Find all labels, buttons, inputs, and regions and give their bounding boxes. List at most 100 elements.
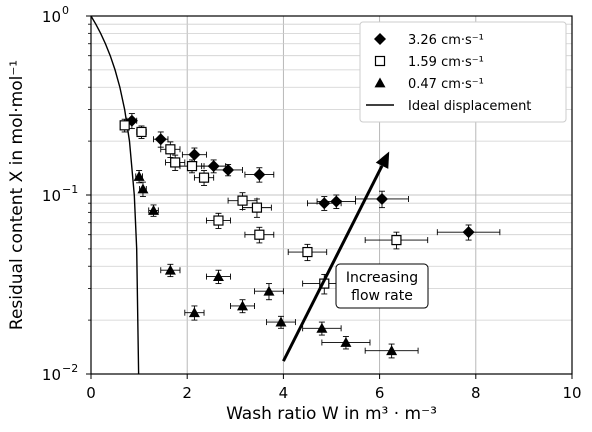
y-tick-label: 10 <box>42 366 61 384</box>
y-tick-exponent: −2 <box>62 362 78 375</box>
data-point <box>184 305 205 321</box>
data-point <box>436 224 501 241</box>
data-point <box>201 159 227 174</box>
annotation-box <box>335 263 429 309</box>
data-point <box>213 163 243 177</box>
marker <box>316 322 328 333</box>
marker <box>391 234 402 246</box>
legend: 3.26 cm·s⁻¹ 1.59 cm·s⁻¹ 0.47 cm·s⁻¹ Ideal d… <box>359 21 567 123</box>
y-axis-title: Residual content X in mol·mol⁻¹ <box>7 60 27 330</box>
data-point <box>321 336 371 350</box>
marker <box>137 183 149 194</box>
x-tick-label: 4 <box>279 384 289 402</box>
data-point <box>205 269 231 285</box>
annotation-text: flow rate <box>351 288 413 304</box>
legend-label: 0.47 cm·s⁻¹ <box>408 77 484 92</box>
marker <box>165 144 176 155</box>
marker <box>302 246 313 258</box>
x-tick-label: 2 <box>182 384 192 402</box>
marker <box>212 271 224 282</box>
legend-box <box>359 21 567 123</box>
data-point <box>364 231 429 250</box>
data-point <box>266 315 296 329</box>
data-point <box>136 125 147 139</box>
marker <box>136 126 147 138</box>
marker <box>237 195 248 206</box>
marker <box>251 202 263 213</box>
marker <box>207 160 220 173</box>
legend-label: Ideal displacement <box>408 99 531 114</box>
marker <box>386 345 398 356</box>
y-tick-label: 10 <box>42 8 61 26</box>
marker <box>462 226 475 239</box>
ideal-displacement-curve-group <box>90 15 140 375</box>
marker <box>186 161 198 172</box>
data-point <box>179 159 205 174</box>
x-axis-title: Wash ratio W in m³ · m⁻³ <box>226 404 437 424</box>
data-point <box>287 243 328 262</box>
data-point <box>119 118 130 133</box>
marker <box>170 157 181 168</box>
y-tick-exponent: −1 <box>62 183 78 196</box>
data-point <box>316 194 356 210</box>
marker <box>188 148 201 161</box>
marker <box>154 133 167 146</box>
y-tick-label: 10 <box>42 187 61 205</box>
data-point <box>242 198 272 218</box>
marker <box>263 285 275 296</box>
data-point <box>137 181 149 198</box>
data-point <box>230 299 255 314</box>
grid-lines <box>91 16 572 374</box>
legend-marker <box>374 55 386 67</box>
marker <box>213 215 224 226</box>
x-tick-label: 8 <box>471 384 481 402</box>
marker <box>330 195 343 208</box>
data-point <box>205 212 231 229</box>
legend-label: 3.26 cm·s⁻¹ <box>408 33 484 48</box>
marker <box>188 307 200 318</box>
data-point <box>244 167 275 183</box>
data-point <box>165 154 186 171</box>
annotations: Increasing flow rate <box>282 151 429 362</box>
x-tick-label: 0 <box>86 384 96 402</box>
marker <box>198 172 210 183</box>
marker <box>340 336 352 347</box>
annotation-text: Increasing <box>346 270 418 286</box>
data-point <box>254 283 284 301</box>
flow-rate-arrow <box>282 165 384 362</box>
marker <box>148 204 160 215</box>
marker <box>125 114 138 127</box>
data-point <box>160 263 181 278</box>
data-point <box>133 170 145 184</box>
data-point <box>160 141 181 158</box>
legend-marker <box>374 33 386 45</box>
marker <box>318 197 331 210</box>
data-point <box>193 170 215 186</box>
data-point <box>302 321 342 336</box>
series-0 <box>125 113 501 241</box>
y-tick-exponent: 0 <box>62 4 69 17</box>
marker <box>376 192 389 205</box>
x-tick-label: 6 <box>375 384 385 402</box>
series-2 <box>133 170 419 359</box>
data-point <box>244 226 275 244</box>
data-point <box>125 113 138 130</box>
legend-label: 1.59 cm·s⁻¹ <box>408 55 484 70</box>
marker <box>133 170 145 181</box>
series-1 <box>119 118 429 295</box>
data-point <box>148 204 160 217</box>
x-tick-label: 10 <box>562 384 581 402</box>
marker <box>254 229 265 240</box>
ideal-displacement-curve <box>90 15 140 375</box>
flow-rate-arrowhead <box>375 151 390 169</box>
marker <box>222 163 235 176</box>
marker <box>253 168 266 181</box>
marker <box>275 316 287 327</box>
marker <box>119 120 130 131</box>
legend-marker <box>374 77 386 88</box>
data-points <box>119 113 501 359</box>
data-point <box>364 343 419 359</box>
marker <box>237 300 249 311</box>
